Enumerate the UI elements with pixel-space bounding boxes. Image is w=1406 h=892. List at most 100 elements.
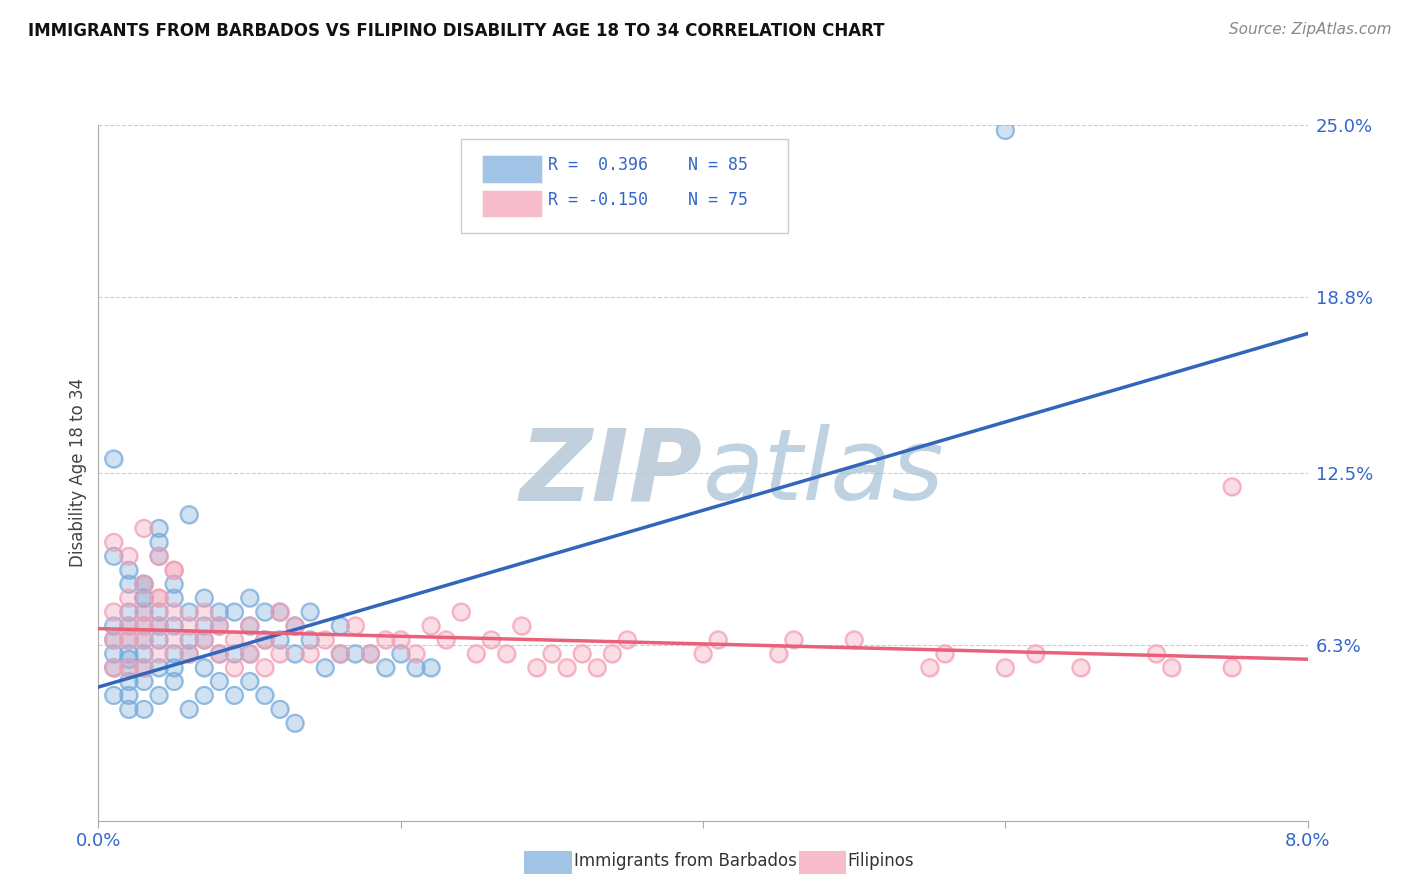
Point [118,632,141,647]
Point [239,619,262,633]
Point [193,619,215,633]
Point [148,647,170,661]
Point [148,605,170,619]
Point [193,619,215,633]
Point [118,660,141,674]
FancyBboxPatch shape [461,139,787,233]
Point [481,632,503,647]
Point [1220,480,1243,494]
Point [208,619,231,633]
Point [103,549,125,564]
Point [405,660,427,674]
Point [253,632,276,647]
Point [208,605,231,619]
Point [616,632,638,647]
Point [768,647,790,661]
Point [253,660,276,674]
Point [163,660,186,674]
Point [118,549,141,564]
Point [1070,660,1092,674]
Text: atlas: atlas [703,425,945,521]
Point [269,605,291,619]
Point [269,702,291,716]
Point [148,619,170,633]
Point [284,647,307,661]
Point [118,577,141,591]
Point [193,632,215,647]
Y-axis label: Disability Age 18 to 34: Disability Age 18 to 34 [69,378,87,567]
Point [118,591,141,605]
Point [239,619,262,633]
Point [118,647,141,661]
Point [132,577,155,591]
Point [269,647,291,661]
Point [163,591,186,605]
Point [179,702,201,716]
Point [284,716,307,731]
Point [329,647,352,661]
Point [103,632,125,647]
Point [118,591,141,605]
Point [918,660,941,674]
Point [193,591,215,605]
Point [103,632,125,647]
Point [918,660,941,674]
Point [253,689,276,703]
Point [526,660,548,674]
Point [299,647,322,661]
Point [224,647,246,661]
Point [163,563,186,577]
Point [132,632,155,647]
Point [405,660,427,674]
Point [284,619,307,633]
Point [118,605,141,619]
Point [193,689,215,703]
Point [299,632,322,647]
Point [208,647,231,661]
Point [389,647,412,661]
Point [163,605,186,619]
Point [994,123,1017,137]
Point [148,619,170,633]
Point [118,577,141,591]
Point [193,605,215,619]
Point [844,632,866,647]
Point [103,605,125,619]
Point [253,632,276,647]
Point [148,535,170,549]
Point [132,674,155,689]
Point [450,605,472,619]
Point [163,563,186,577]
Point [344,619,367,633]
Point [193,689,215,703]
Point [253,632,276,647]
Text: Source: ZipAtlas.com: Source: ZipAtlas.com [1229,22,1392,37]
Point [132,521,155,535]
Point [148,632,170,647]
Point [163,591,186,605]
Text: R = -0.150    N = 75: R = -0.150 N = 75 [548,191,748,209]
Point [118,689,141,703]
Point [163,632,186,647]
Point [132,605,155,619]
Point [163,647,186,661]
Point [208,647,231,661]
Point [132,660,155,674]
Point [118,632,141,647]
Point [118,674,141,689]
Point [269,605,291,619]
Point [239,647,262,661]
Point [103,451,125,466]
Point [118,605,141,619]
Point [284,647,307,661]
Point [179,647,201,661]
Point [179,508,201,522]
Point [314,660,336,674]
Point [239,647,262,661]
Point [103,605,125,619]
Point [329,647,352,661]
Point [1146,647,1168,661]
Point [360,647,382,661]
Point [269,605,291,619]
Point [132,591,155,605]
